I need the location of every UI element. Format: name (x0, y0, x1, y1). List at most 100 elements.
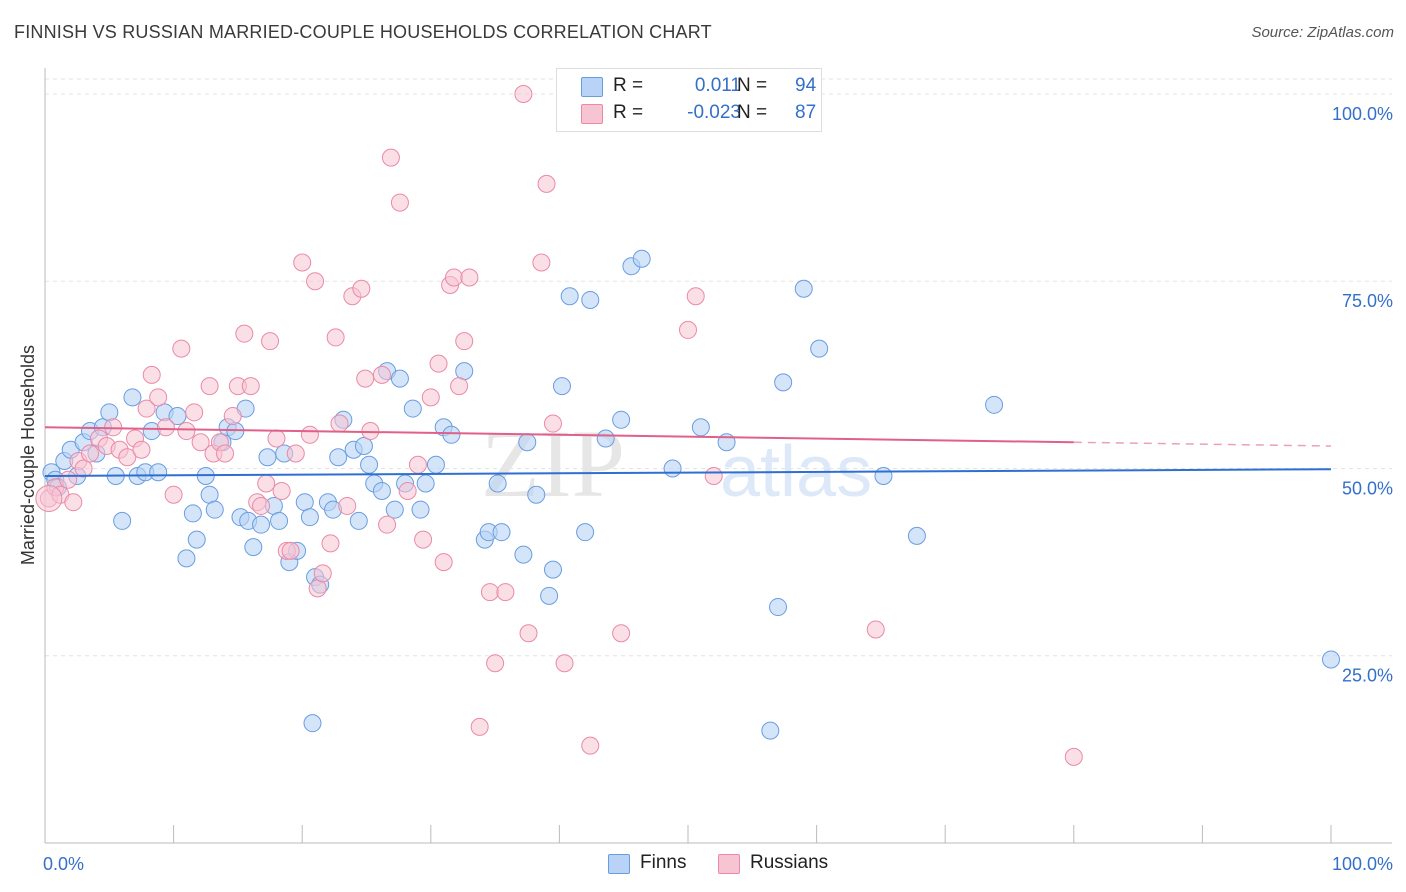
finns-point (518, 433, 537, 452)
russians-point (261, 332, 280, 351)
finns-points (42, 249, 1340, 740)
finns-point (168, 407, 187, 426)
finns-point (354, 437, 373, 456)
russians-point (372, 365, 391, 384)
stats-box: R = 0.011 N = 94 R = -0.023 N = 87 (556, 68, 822, 132)
finns-point (416, 474, 435, 493)
finns-point (774, 373, 793, 392)
finns-point (663, 459, 682, 478)
russians-point (200, 377, 219, 396)
finns-point (123, 388, 142, 407)
finns-point (258, 448, 277, 467)
russians-point (356, 369, 375, 388)
gridlines (45, 78, 1392, 657)
finns-point (907, 526, 926, 545)
russians-point (338, 496, 357, 515)
russians-point (326, 328, 345, 347)
finns-point (761, 721, 780, 740)
russians-point (1064, 747, 1083, 766)
legend-russians-label: Russians (750, 852, 829, 873)
finns-point (560, 287, 579, 306)
russians-point (293, 253, 312, 272)
russians-point (313, 564, 332, 583)
russians-point (679, 320, 697, 339)
russians-point (241, 377, 260, 396)
finns-point (985, 395, 1004, 414)
russians-point (257, 474, 276, 493)
finns-point (455, 362, 474, 381)
finns-point (612, 410, 631, 429)
y-tick-label: 25.0% (1342, 666, 1393, 686)
russians-point (74, 459, 93, 478)
finns-point (244, 538, 263, 557)
russians-trend-line (44, 426, 1074, 444)
finns-point (810, 339, 829, 358)
russians-point (267, 429, 286, 448)
finns-point (492, 523, 511, 542)
finns-point (252, 515, 271, 534)
russians-point (252, 496, 271, 515)
finns-point (540, 586, 559, 605)
russians-point (398, 481, 417, 500)
russians-point (408, 455, 427, 474)
finns-point (303, 714, 322, 733)
finns-n-value: 94 (795, 75, 817, 96)
legend-finns-label: Finns (640, 852, 687, 873)
finns-point (360, 455, 379, 474)
finns-point (1322, 650, 1340, 669)
russians-point (191, 433, 210, 452)
russians-point (866, 620, 885, 639)
finns-point (177, 549, 196, 568)
russians-point (172, 339, 191, 358)
finns-point (514, 545, 533, 564)
finns-point (349, 511, 368, 530)
russians-r-label: R = (613, 102, 644, 123)
russians-point (223, 407, 242, 426)
russians-n-label: N = (737, 102, 768, 123)
russians-swatch (581, 104, 603, 124)
russians-point (460, 268, 479, 287)
finns-point (632, 249, 651, 268)
russians-point (142, 365, 161, 384)
russians-point (300, 425, 319, 444)
finns-point (769, 598, 788, 617)
russians-point (429, 354, 448, 373)
legend-russians-swatch (718, 854, 740, 874)
y-tick-label: 100.0% (1332, 104, 1393, 124)
russians-points (35, 84, 1083, 766)
russians-point (118, 448, 137, 467)
finns-point (552, 377, 571, 396)
russians-point (450, 377, 469, 396)
finns-point (149, 463, 168, 482)
finns-point (270, 511, 289, 530)
russians-point (281, 541, 300, 560)
finns-point (390, 369, 409, 388)
finns-point (488, 474, 507, 493)
russians-point (59, 470, 78, 489)
russians-point (235, 324, 254, 343)
russians-point (185, 403, 204, 422)
russians-point (686, 287, 705, 306)
finns-point (372, 481, 391, 500)
russians-point (532, 253, 551, 272)
finns-point (426, 455, 445, 474)
tick-labels: 25.0% 50.0% 75.0% 100.0% 0.0% 100.0% (43, 104, 1393, 874)
russians-point (704, 466, 723, 485)
russians-point (330, 414, 349, 433)
legend-finns-swatch (608, 854, 630, 874)
russians-point (137, 399, 156, 418)
finns-point (596, 429, 615, 448)
finns-n-label: N = (737, 75, 768, 96)
finns-point (403, 399, 422, 418)
russians-point (581, 736, 600, 755)
finns-point (300, 508, 319, 527)
russians-point (414, 530, 433, 549)
russians-point (321, 534, 340, 553)
russians-point (286, 444, 305, 463)
russians-point (543, 414, 562, 433)
russians-point (537, 174, 556, 193)
trend-lines (44, 426, 1332, 477)
finns-point (543, 560, 562, 579)
source-label: Source: ZipAtlas.com (1251, 24, 1394, 41)
